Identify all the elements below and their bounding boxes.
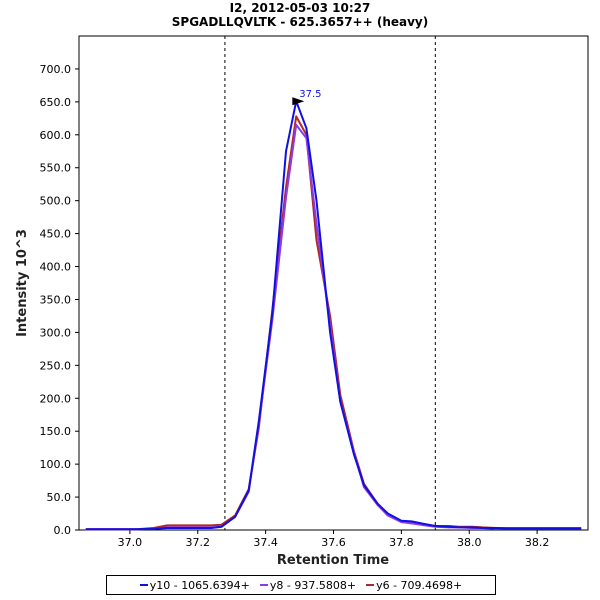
legend: y10 - 1065.6394+ y8 - 937.5808+ y6 - 709.4…	[106, 575, 496, 595]
plot-area	[78, 35, 589, 531]
legend-label: y10 - 1065.6394+	[149, 578, 250, 592]
y-tick-label: 550.0	[40, 162, 72, 175]
series-line	[85, 100, 582, 531]
x-tick-label: 38.0	[457, 536, 482, 549]
y-axis-label: Intensity 10^3	[15, 229, 30, 337]
chart-title: I2, 2012-05-03 10:27	[229, 1, 371, 15]
x-tick-label: 37.2	[186, 536, 211, 549]
legend-label: y8 - 937.5808+	[269, 578, 357, 592]
x-axis-label: Retention Time	[277, 553, 389, 568]
y-tick-label: 450.0	[40, 228, 72, 241]
x-tick-label: 37.6	[321, 536, 346, 549]
x-tick-label: 37.4	[253, 536, 278, 549]
series-lines	[85, 100, 582, 531]
legend-swatch	[139, 584, 148, 586]
legend-item: y10 - 1065.6394+	[139, 578, 250, 592]
y-tick-label: 150.0	[40, 425, 72, 438]
peak-annotation-group: 37.5	[292, 89, 321, 106]
legend-item: y8 - 937.5808+	[259, 578, 357, 592]
peak-arrow	[292, 97, 305, 106]
integration-boundaries	[224, 36, 436, 530]
y-tick-label: 50.0	[47, 491, 72, 504]
x-tick-label: 37.0	[118, 536, 143, 549]
legend-label: y6 - 709.4698+	[376, 578, 463, 592]
y-tick-label: 300.0	[40, 326, 72, 339]
y-tick-label: 350.0	[40, 293, 72, 306]
y-tick-label: 650.0	[40, 96, 72, 109]
chart-subtitle: SPGADLLQVLTK - 625.3657++ (heavy)	[171, 15, 429, 29]
y-tick-label: 100.0	[40, 458, 72, 471]
y-tick-label: 400.0	[40, 261, 72, 274]
y-tick-label: 500.0	[40, 195, 72, 208]
legend-item: y6 - 709.4698+	[366, 579, 462, 592]
legend-swatch	[259, 584, 268, 586]
peak-label: 37.5	[299, 89, 321, 100]
y-tick-label: 600.0	[40, 129, 72, 142]
x-tick-label: 37.8	[389, 536, 414, 549]
x-axis: 37.0 37.2 37.4 37.6 37.8 38.0 38.2	[118, 530, 550, 549]
legend-swatch	[366, 584, 375, 586]
y-tick-label: 250.0	[40, 359, 72, 372]
y-tick-label: 700.0	[40, 63, 72, 76]
chromatogram-chart: 37.0 37.2 37.4 37.6 37.8 38.0 38.2 0.0 50.0 100.…	[15, 35, 589, 568]
x-tick-label: 38.2	[525, 536, 550, 549]
y-axis: 0.0 50.0 100.0 150.0 200.0 250.0 300.0 350.0 400…	[40, 63, 79, 537]
y-tick-label: 200.0	[40, 392, 72, 405]
y-tick-label: 0.0	[54, 524, 72, 537]
